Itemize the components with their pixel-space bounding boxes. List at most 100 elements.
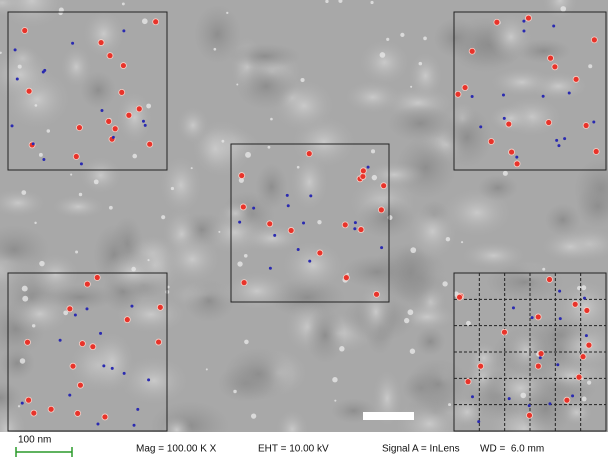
particle xyxy=(238,177,244,183)
blue-particle xyxy=(102,364,106,368)
blue-particle xyxy=(58,338,62,342)
grain xyxy=(391,242,430,304)
grain xyxy=(176,105,210,145)
red-particle xyxy=(582,122,590,129)
blue-particle xyxy=(130,304,134,308)
particle xyxy=(581,285,587,291)
blue-particle xyxy=(571,394,575,398)
blue-particle xyxy=(10,124,14,128)
particle xyxy=(588,64,593,69)
blue-particle xyxy=(43,68,47,72)
grain xyxy=(356,281,395,342)
particle xyxy=(21,190,27,195)
particle xyxy=(218,230,221,233)
particle xyxy=(0,51,2,54)
grain xyxy=(60,45,93,89)
signal: Signal A = InLens xyxy=(382,444,460,455)
red-particle xyxy=(155,338,162,346)
grain xyxy=(553,322,608,370)
red-particle xyxy=(106,52,114,60)
particle xyxy=(520,392,527,399)
red-particle xyxy=(454,90,462,98)
particle xyxy=(147,259,150,262)
red-particle xyxy=(305,150,313,158)
blue-particle xyxy=(584,334,588,338)
particle xyxy=(370,0,374,5)
particle xyxy=(233,389,237,394)
eht: EHT = 10.00 kV xyxy=(258,444,329,455)
red-particle xyxy=(66,305,74,313)
red-particle xyxy=(551,63,559,71)
particle xyxy=(22,295,29,302)
particle xyxy=(409,348,416,354)
red-particle xyxy=(493,18,501,26)
blue-particle xyxy=(15,77,19,81)
particle xyxy=(121,2,125,6)
red-particle xyxy=(456,293,463,301)
grain xyxy=(0,346,35,380)
red-particle xyxy=(89,343,97,351)
red-particle xyxy=(357,226,365,233)
particle xyxy=(190,167,193,170)
red-particle xyxy=(583,307,591,314)
red-particle xyxy=(546,276,553,283)
region-box xyxy=(7,272,168,432)
blue-particle xyxy=(567,91,571,95)
grain xyxy=(539,230,602,263)
red-particle xyxy=(571,300,579,308)
particle xyxy=(141,18,148,25)
grain xyxy=(343,80,403,115)
particle xyxy=(460,241,464,244)
particle xyxy=(560,6,567,12)
particle xyxy=(400,32,405,37)
particle xyxy=(75,250,79,254)
red-particle xyxy=(373,290,380,298)
red-particle xyxy=(156,303,164,311)
blue-particle xyxy=(511,306,515,310)
particle xyxy=(243,253,248,258)
red-particle xyxy=(105,117,113,125)
red-particle xyxy=(547,54,554,62)
particle xyxy=(338,0,343,3)
red-particle xyxy=(341,221,349,229)
blue-particle xyxy=(85,307,89,311)
particle xyxy=(387,215,393,221)
grain xyxy=(280,239,346,291)
grain xyxy=(0,188,48,218)
grain xyxy=(441,107,493,168)
grain xyxy=(467,341,500,375)
red-particle xyxy=(25,396,32,404)
blue-particle xyxy=(302,221,306,225)
grain xyxy=(519,379,573,437)
particle xyxy=(70,173,73,176)
particle xyxy=(332,377,338,383)
blue-particle xyxy=(558,289,562,293)
particle xyxy=(339,346,345,352)
red-particle xyxy=(83,280,91,288)
red-particle xyxy=(72,153,80,160)
blue-particle xyxy=(268,266,272,270)
particle xyxy=(39,260,45,267)
red-particle xyxy=(487,138,495,145)
red-particle xyxy=(47,405,55,413)
particle xyxy=(146,103,152,109)
particle xyxy=(237,261,243,267)
blue-particle xyxy=(308,259,312,263)
blue-particle xyxy=(132,423,136,427)
particle xyxy=(300,77,305,83)
particle xyxy=(108,205,113,210)
grain xyxy=(117,355,191,407)
red-particle xyxy=(78,340,86,348)
blue-particle xyxy=(380,246,384,250)
particle xyxy=(586,380,592,385)
blue-particle xyxy=(136,407,140,411)
blue-particle xyxy=(238,220,242,224)
red-particle xyxy=(118,88,126,96)
blue-particle xyxy=(13,48,17,52)
grain xyxy=(8,293,71,335)
blue-particle xyxy=(42,157,46,161)
grain xyxy=(363,161,426,188)
blue-particle xyxy=(79,162,83,166)
particle xyxy=(407,309,414,316)
grain xyxy=(80,71,117,109)
